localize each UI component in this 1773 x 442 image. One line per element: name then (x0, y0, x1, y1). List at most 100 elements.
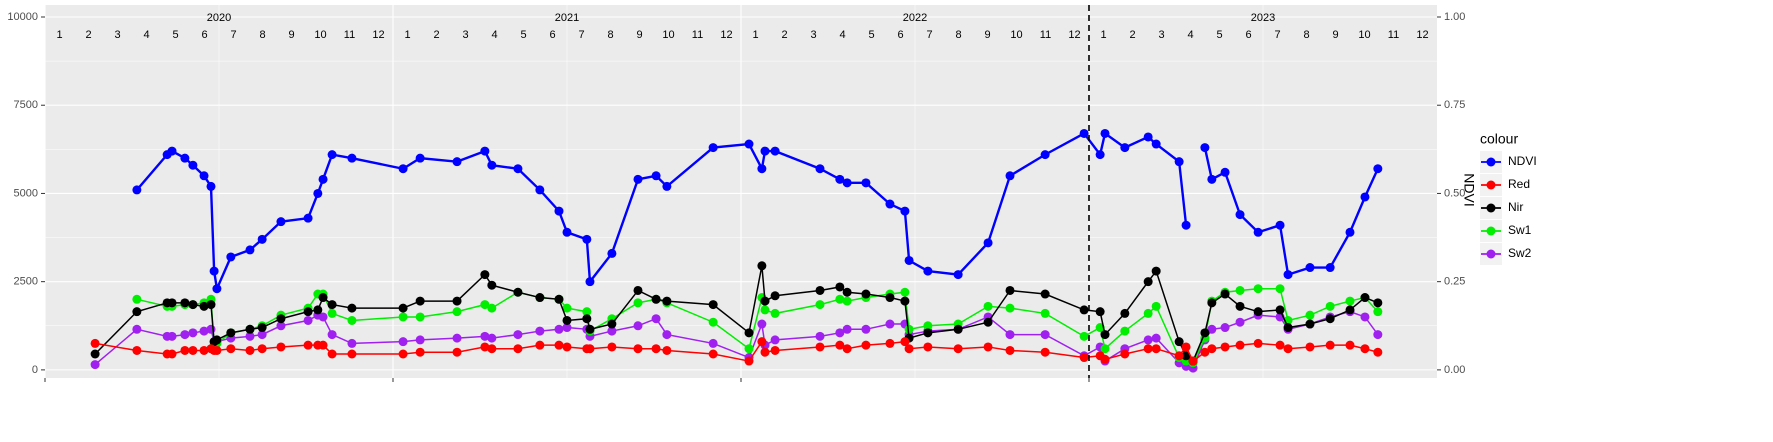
data-point (770, 146, 780, 156)
data-point (1151, 333, 1161, 343)
data-point (480, 270, 490, 280)
data-point (1325, 340, 1335, 350)
data-point (1325, 301, 1335, 311)
data-point (835, 340, 845, 350)
data-point (180, 330, 190, 340)
data-point (1151, 301, 1161, 311)
data-point (1253, 307, 1263, 317)
data-point (885, 338, 895, 348)
data-point (1283, 270, 1293, 280)
y2-tick-label: 0.00 (1444, 364, 1465, 376)
data-point (132, 294, 142, 304)
data-point (1151, 139, 1161, 149)
legend-label: Sw1 (1508, 223, 1532, 237)
data-point (900, 206, 910, 216)
data-point (651, 344, 661, 354)
data-point (1100, 128, 1110, 138)
month-label: 5 (1216, 29, 1222, 41)
data-point (398, 164, 408, 174)
month-label: 1 (752, 29, 758, 41)
month-label: 1 (56, 29, 62, 41)
series (90, 337, 1383, 366)
data-point (1275, 220, 1285, 230)
data-point (842, 287, 852, 297)
month-label: 1 (404, 29, 410, 41)
data-point (1207, 324, 1217, 334)
data-point (1207, 298, 1217, 308)
data-point (199, 345, 209, 355)
data-point (885, 293, 895, 303)
data-point (245, 245, 255, 255)
data-point (276, 342, 286, 352)
legend-label: NDVI (1508, 154, 1537, 168)
data-point (554, 340, 564, 350)
data-point (303, 213, 313, 223)
data-point (188, 300, 198, 310)
data-point (1079, 128, 1089, 138)
data-point (1143, 277, 1153, 287)
y-tick-label: 10000 (7, 11, 38, 23)
data-point (1373, 330, 1383, 340)
month-label: 3 (810, 29, 816, 41)
data-point (132, 324, 142, 334)
data-point (245, 324, 255, 334)
month-label: 8 (955, 29, 961, 41)
data-point (1235, 340, 1245, 350)
data-point (452, 157, 462, 167)
y-tick-label: 5000 (14, 187, 38, 199)
data-point (842, 324, 852, 334)
legend: NDVI Red Nir Sw1 Sw2 (1480, 151, 1537, 265)
data-point (327, 349, 337, 359)
year-label: 2022 (903, 12, 927, 24)
legend-swatch (1486, 203, 1496, 213)
data-point (1373, 164, 1383, 174)
data-point (1005, 345, 1015, 355)
data-point (415, 153, 425, 163)
data-point (132, 185, 142, 195)
data-point (708, 338, 718, 348)
data-point (513, 164, 523, 174)
data-point (900, 296, 910, 306)
data-point (1095, 150, 1105, 160)
data-point (199, 301, 209, 311)
data-point (487, 333, 497, 343)
legend-swatch (1486, 157, 1496, 167)
data-point (607, 248, 617, 258)
data-point (983, 238, 993, 248)
data-point (199, 171, 209, 181)
data-point (835, 282, 845, 292)
data-point (1360, 293, 1370, 303)
month-label: 9 (984, 29, 990, 41)
data-point (1345, 340, 1355, 350)
data-point (1253, 338, 1263, 348)
data-point (744, 356, 754, 366)
data-point (188, 345, 198, 355)
month-label: 12 (1416, 29, 1428, 41)
data-point (398, 312, 408, 322)
data-point (257, 323, 267, 333)
data-point (1174, 157, 1184, 167)
data-point (842, 296, 852, 306)
data-point (513, 287, 523, 297)
data-point (607, 342, 617, 352)
data-point (415, 312, 425, 322)
month-label: 7 (578, 29, 584, 41)
data-point (900, 287, 910, 297)
month-label: 2 (85, 29, 91, 41)
data-point (554, 294, 564, 304)
month-label: 2 (781, 29, 787, 41)
month-label: 11 (1388, 29, 1399, 41)
series (90, 307, 1383, 373)
data-point (861, 340, 871, 350)
data-point (582, 314, 592, 324)
data-point (188, 328, 198, 338)
data-point (1120, 308, 1130, 318)
data-point (1220, 342, 1230, 352)
y2-axis-title: NDVI (1461, 173, 1477, 206)
legend-label: Red (1508, 177, 1530, 191)
data-point (770, 291, 780, 301)
data-point (708, 349, 718, 359)
data-point (562, 323, 572, 333)
data-point (1220, 289, 1230, 299)
